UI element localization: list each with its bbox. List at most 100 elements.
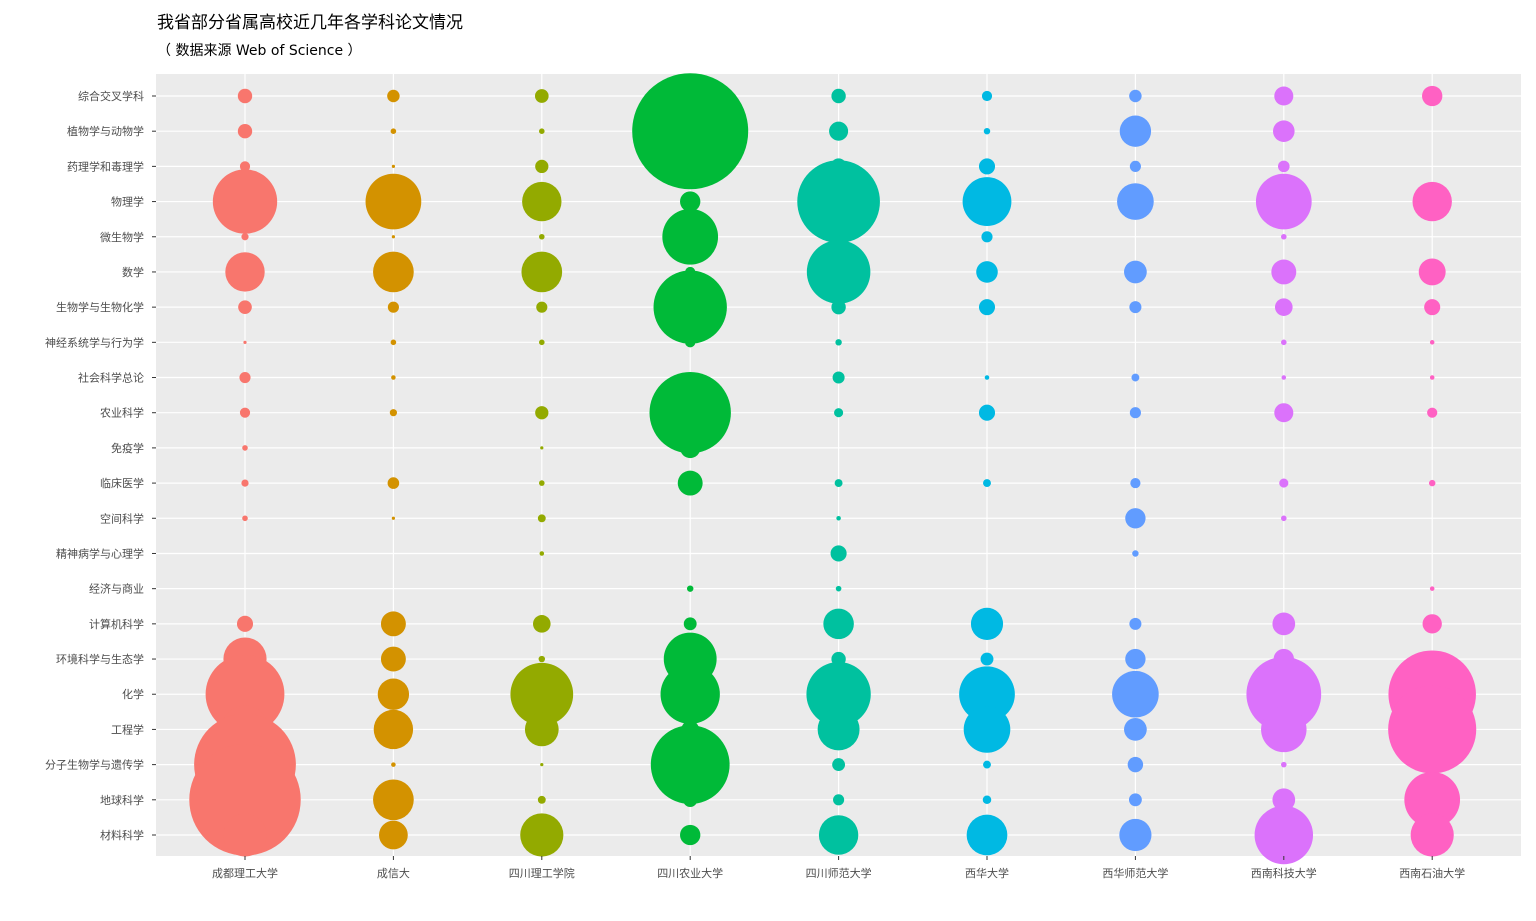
- bubble: [1246, 656, 1322, 732]
- bubble: [539, 128, 545, 134]
- y-tick-label: 植物学与动物学: [67, 124, 144, 138]
- bubble: [189, 744, 301, 856]
- bubble: [1272, 788, 1296, 812]
- bubble: [391, 375, 396, 380]
- bubble: [539, 233, 545, 240]
- bubble: [239, 371, 251, 384]
- bubble: [1422, 85, 1443, 107]
- bubble: [205, 654, 285, 734]
- bubble: [685, 337, 696, 348]
- bubble: [1272, 612, 1296, 636]
- bubble: [241, 479, 249, 487]
- bubble: [683, 792, 698, 807]
- bubble: [632, 73, 749, 190]
- bubble: [373, 251, 414, 293]
- bubble: [832, 758, 846, 772]
- bubble: [966, 814, 1008, 856]
- bubble: [1410, 813, 1454, 857]
- bubble: [1388, 685, 1477, 774]
- bubble: [539, 339, 545, 346]
- y-tick-label: 空间科学: [100, 511, 144, 525]
- bubble: [680, 824, 701, 846]
- y-tick-label: 神经系统学与行为学: [45, 335, 144, 349]
- bubble: [1427, 407, 1438, 418]
- bubble: [662, 208, 719, 265]
- bubble: [510, 662, 574, 726]
- bubble: [978, 404, 996, 421]
- bubble: [389, 409, 397, 417]
- bubble: [236, 615, 254, 632]
- bubble: [835, 339, 842, 346]
- bubble: [981, 90, 993, 102]
- bubble: [1131, 373, 1140, 382]
- bubble: [387, 477, 400, 489]
- bubble: [241, 233, 249, 241]
- bubble: [834, 408, 844, 418]
- y-tick-label: 工程学: [111, 722, 144, 736]
- y-tick-label: 社会科学总论: [78, 371, 144, 385]
- bubble: [212, 169, 278, 234]
- bubble: [1119, 818, 1152, 852]
- bubble: [806, 240, 871, 304]
- bubble: [1130, 478, 1141, 489]
- bubble: [831, 88, 846, 104]
- y-axis: 综合交叉学科植物学与动物学药理学和毒理学物理学微生物学数学生物学与生物化学神经系…: [45, 89, 156, 842]
- bubble: [650, 725, 730, 805]
- bubble: [1281, 233, 1287, 240]
- bubble: [223, 813, 267, 857]
- bubble: [978, 158, 996, 175]
- bubble: [391, 516, 396, 520]
- bubble: [1261, 706, 1307, 753]
- y-tick-label: 精神病学与心理学: [56, 546, 144, 560]
- bubble: [978, 299, 996, 316]
- bubble: [539, 480, 545, 486]
- bubble: [817, 708, 860, 751]
- bubble: [537, 514, 546, 523]
- bubble: [1129, 301, 1142, 314]
- bubble: [238, 300, 252, 314]
- bubble: [539, 551, 545, 556]
- bubble: [1125, 648, 1146, 670]
- bubble: [1281, 515, 1287, 522]
- bubble: [1129, 407, 1141, 419]
- bubble: [379, 820, 408, 850]
- bubble: [540, 763, 544, 767]
- bubble: [242, 515, 248, 522]
- bubble: [831, 299, 846, 315]
- bubble: [982, 795, 992, 805]
- bubble: [1273, 120, 1295, 142]
- bubble: [521, 251, 563, 293]
- bubble: [532, 615, 551, 633]
- bubble: [380, 646, 406, 672]
- bubble: [237, 88, 253, 104]
- y-tick-label: 免疫学: [111, 441, 144, 455]
- bubble: [835, 585, 842, 592]
- bubble: [1129, 617, 1142, 630]
- bubble: [1274, 86, 1294, 106]
- bubble: [683, 617, 697, 631]
- bubble: [1412, 181, 1452, 222]
- bubble: [1274, 298, 1293, 316]
- bubble: [391, 762, 396, 767]
- bubble: [1271, 259, 1297, 285]
- bubble: [686, 162, 694, 170]
- bubble: [1129, 89, 1142, 103]
- bubble: [829, 121, 849, 141]
- y-tick-label: 综合交叉学科: [78, 89, 144, 103]
- bubble: [380, 611, 406, 637]
- x-tick-label: 成都理工大学: [212, 866, 278, 880]
- bubble: [1274, 403, 1294, 423]
- bubble: [983, 479, 991, 488]
- bubble: [1129, 160, 1141, 172]
- bubble: [1128, 793, 1142, 807]
- bubble: [390, 339, 397, 346]
- bubble: [535, 159, 549, 174]
- bubble: [387, 89, 400, 103]
- bubble: [537, 795, 546, 804]
- bubble: [963, 706, 1011, 753]
- y-tick-label: 材料科学: [100, 828, 144, 842]
- bubble: [834, 479, 843, 488]
- bubble: [962, 177, 1012, 226]
- bubble: [823, 608, 854, 640]
- bubble: [980, 652, 994, 666]
